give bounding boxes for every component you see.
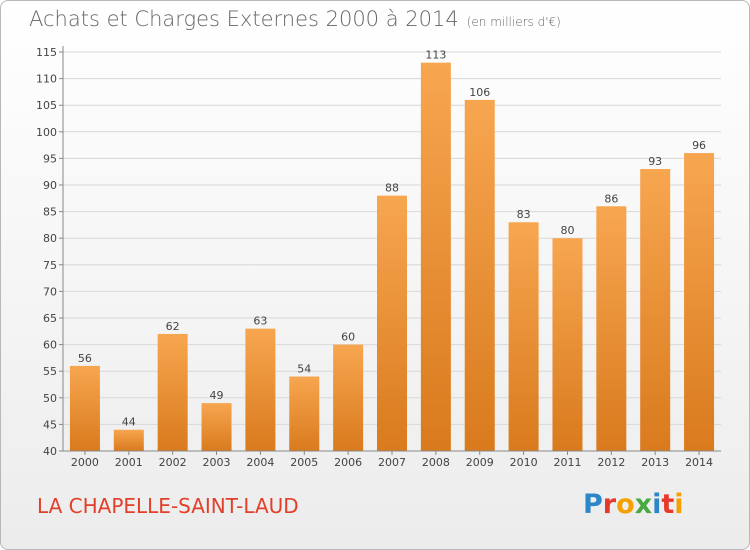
bar-2010 bbox=[508, 222, 539, 451]
bar-2003 bbox=[201, 403, 232, 451]
logo-letter: r bbox=[602, 489, 617, 520]
data-label-2009: 106 bbox=[469, 86, 490, 99]
bar-2012 bbox=[596, 206, 627, 451]
y-tick-label: 45 bbox=[43, 418, 57, 431]
y-tick-label: 100 bbox=[36, 126, 57, 139]
data-label-2003: 49 bbox=[210, 389, 224, 402]
x-tick-label-2006: 2006 bbox=[334, 456, 362, 469]
bar-2011 bbox=[552, 238, 583, 451]
x-tick-label-2004: 2004 bbox=[246, 456, 274, 469]
data-label-2011: 80 bbox=[560, 224, 574, 237]
y-tick-label: 115 bbox=[36, 46, 57, 59]
data-label-2006: 60 bbox=[341, 331, 355, 344]
y-tick-label: 70 bbox=[43, 285, 57, 298]
data-label-2000: 56 bbox=[78, 352, 92, 365]
bar-2006 bbox=[333, 344, 364, 451]
logo-letter: x bbox=[634, 489, 653, 520]
logo-letter: o bbox=[616, 489, 635, 520]
data-label-2004: 63 bbox=[253, 315, 267, 328]
x-tick-label-2012: 2012 bbox=[597, 456, 625, 469]
x-tick-label-2010: 2010 bbox=[510, 456, 538, 469]
chart-title: Achats et Charges Externes 2000 à 2014 (e… bbox=[29, 7, 561, 31]
bar-2008 bbox=[420, 62, 451, 451]
y-tick-label: 60 bbox=[43, 339, 57, 352]
bar-2002 bbox=[157, 333, 188, 451]
y-tick-label: 40 bbox=[43, 445, 57, 458]
x-tick-label-2001: 2001 bbox=[115, 456, 143, 469]
bar-2005 bbox=[289, 376, 320, 451]
title-unit: (en milliers d'€) bbox=[466, 15, 561, 29]
x-tick-label-2011: 2011 bbox=[553, 456, 581, 469]
data-label-2013: 93 bbox=[648, 155, 662, 168]
y-tick-label: 75 bbox=[43, 259, 57, 272]
x-tick-label-2005: 2005 bbox=[290, 456, 318, 469]
data-label-2007: 88 bbox=[385, 182, 399, 195]
title-text: Achats et Charges Externes 2000 à 2014 bbox=[29, 7, 459, 31]
y-tick-label: 90 bbox=[43, 179, 57, 192]
y-tick-label: 85 bbox=[43, 206, 57, 219]
bar-2001 bbox=[113, 429, 144, 451]
x-tick-label-2013: 2013 bbox=[641, 456, 669, 469]
proxiti-logo: Proxiti bbox=[583, 489, 684, 520]
logo-letter: P bbox=[583, 489, 603, 520]
x-tick-label-2000: 2000 bbox=[71, 456, 99, 469]
data-label-2001: 44 bbox=[122, 416, 136, 429]
y-tick-label: 65 bbox=[43, 312, 57, 325]
x-tick-label-2002: 2002 bbox=[159, 456, 187, 469]
x-tick-label-2014: 2014 bbox=[685, 456, 713, 469]
bar-2014 bbox=[684, 153, 715, 451]
bar-2004 bbox=[245, 328, 276, 451]
bar-2013 bbox=[640, 169, 671, 452]
x-tick-label-2007: 2007 bbox=[378, 456, 406, 469]
y-tick-label: 105 bbox=[36, 99, 57, 112]
x-tick-label-2003: 2003 bbox=[203, 456, 231, 469]
y-axis-ticks: 40 45 50 55 60 65 70 75 80 85 90 95 100 105 110 115 bbox=[36, 46, 63, 458]
x-axis-ticks: 2000 2001 2002 2003 2004 2005 2006 2007 2008 2009… bbox=[71, 451, 713, 469]
bars bbox=[69, 62, 715, 452]
x-tick-label-2008: 2008 bbox=[422, 456, 450, 469]
y-tick-label: 80 bbox=[43, 232, 57, 245]
logo-letter: t bbox=[661, 489, 675, 520]
data-label-2005: 54 bbox=[297, 363, 311, 376]
data-label-2010: 83 bbox=[517, 208, 531, 221]
y-tick-label: 110 bbox=[36, 73, 57, 86]
logo-letter: i bbox=[674, 489, 684, 520]
x-tick-label-2009: 2009 bbox=[466, 456, 494, 469]
bar-2007 bbox=[377, 195, 407, 451]
commune-name: LA CHAPELLE-SAINT-LAUD bbox=[37, 494, 299, 518]
y-tick-label: 95 bbox=[43, 152, 57, 165]
bar-2009 bbox=[464, 99, 495, 451]
y-tick-label: 55 bbox=[43, 365, 57, 378]
data-label-2002: 62 bbox=[166, 320, 180, 333]
y-tick-label: 50 bbox=[43, 392, 57, 405]
data-labels: 56 44 62 49 63 54 60 88 113 106 83 80 86 93 96 bbox=[78, 49, 706, 429]
data-label-2012: 86 bbox=[604, 192, 618, 205]
logo-letter: i bbox=[652, 489, 662, 520]
bar-2000 bbox=[69, 365, 100, 451]
data-label-2008: 113 bbox=[425, 49, 446, 62]
data-label-2014: 96 bbox=[692, 139, 706, 152]
axes bbox=[62, 46, 721, 452]
